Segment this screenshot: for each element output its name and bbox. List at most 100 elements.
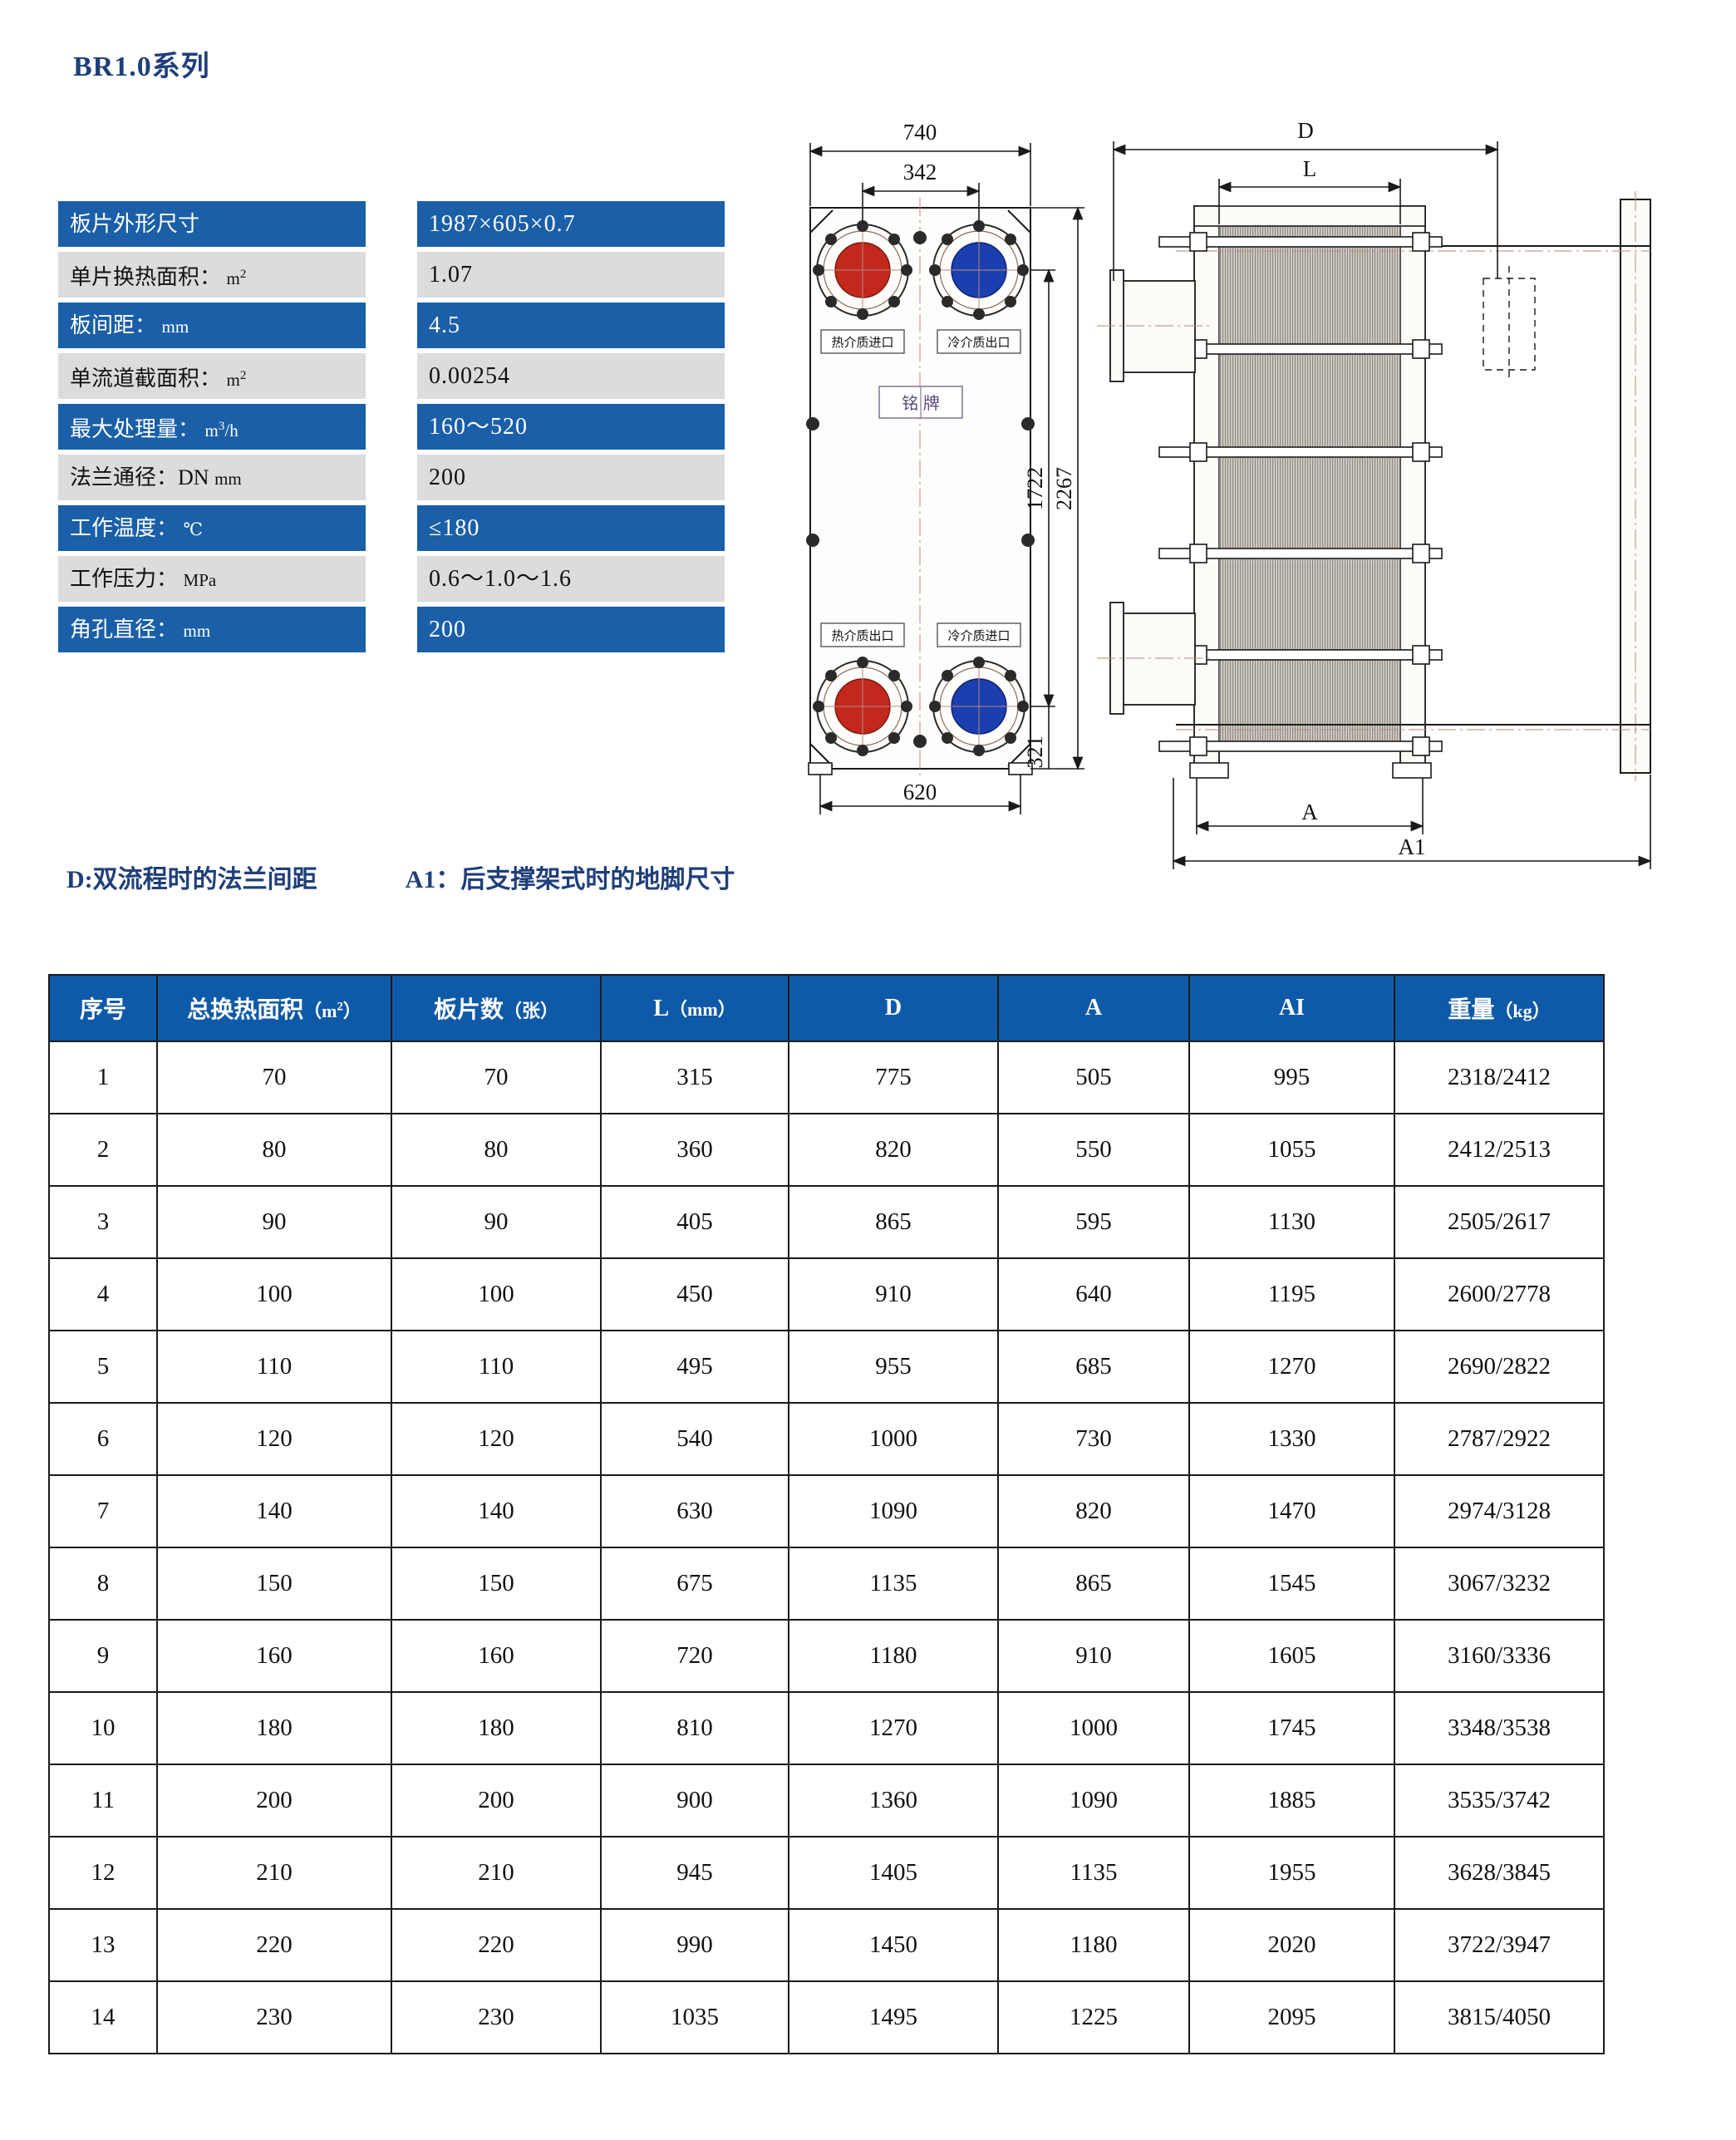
table-cell-r8-c4: 1135 (788, 1547, 999, 1621)
spec-value-2: 4.5 (417, 303, 725, 348)
dim-740 (809, 143, 1032, 206)
table-cell-r6-c3: 540 (600, 1402, 789, 1476)
table-cell-r12-c5: 1135 (997, 1836, 1190, 1910)
table-cell-r10-c3: 810 (600, 1691, 789, 1765)
table-cell-r13-c2: 220 (391, 1908, 602, 1982)
table-cell-r3-c4: 865 (788, 1185, 999, 1259)
table-cell-r11-c0: 11 (48, 1764, 158, 1837)
table-cell-r8-c7: 3067/3232 (1394, 1547, 1605, 1621)
cold-medium-outlet-port (929, 220, 1029, 320)
table-cell-r10-c6: 1745 (1188, 1691, 1395, 1765)
table-cell-r1-c5: 505 (997, 1040, 1190, 1114)
table-cell-r6-c0: 6 (48, 1402, 158, 1476)
table-header-7: 重量（kg） (1394, 974, 1605, 1042)
table-cell-r8-c1: 150 (156, 1547, 392, 1621)
table-row: 14 230 230 1035 1495 1225 2095 3815/4050 (48, 1980, 1605, 2054)
table-cell-r3-c5: 595 (997, 1185, 1190, 1259)
dim-A-text: A (1301, 799, 1318, 824)
table-row: 4 100 100 450 910 640 1195 2600/2778 (48, 1257, 1605, 1331)
tie-rod-bolts (806, 417, 1035, 547)
table-cell-r6-c5: 730 (997, 1402, 1190, 1476)
table-cell-r5-c7: 2690/2822 (1394, 1330, 1605, 1404)
table-cell-r7-c6: 1470 (1188, 1474, 1395, 1548)
table-cell-r12-c3: 945 (600, 1836, 789, 1910)
hidden-flange-detail (1483, 266, 1536, 382)
table-cell-r12-c0: 12 (48, 1836, 158, 1910)
table-cell-r8-c2: 150 (391, 1547, 602, 1621)
dim-321-text: 321 (1023, 736, 1047, 769)
label-cold-inlet: 冷介质进口 (947, 629, 1010, 643)
spec-value-3: 0.00254 (417, 353, 725, 399)
table-cell-r8-c5: 865 (997, 1547, 1190, 1621)
table-row: 9 160 160 720 1180 910 1605 3160/3336 (48, 1619, 1605, 1693)
table-cell-r7-c5: 820 (997, 1474, 1190, 1548)
table-row: 11 200 200 900 1360 1090 1885 3535/3742 (48, 1764, 1605, 1837)
table-cell-r9-c5: 910 (997, 1619, 1190, 1693)
table-cell-r1-c6: 995 (1188, 1040, 1395, 1114)
table-cell-r2-c6: 1055 (1188, 1113, 1395, 1187)
table-cell-r6-c6: 1330 (1188, 1402, 1395, 1476)
table-cell-r14-c6: 2095 (1188, 1980, 1395, 2054)
spec-label-column: 板片外形尺寸 单片换热面积： m2 板间距： mm 单流道截面积： m2 最大处理量： … (58, 201, 366, 652)
specification-block: 板片外形尺寸 单片换热面积： m2 板间距： mm 单流道截面积： m2 最大处理量： … (58, 201, 731, 652)
table-cell-r9-c2: 160 (391, 1619, 602, 1693)
table-cell-r7-c0: 7 (48, 1474, 158, 1548)
hot-medium-outlet-port (813, 657, 912, 756)
table-cell-r12-c6: 1955 (1188, 1836, 1395, 1910)
spec-value-5: 200 (417, 455, 725, 500)
table-cell-r11-c4: 1360 (788, 1764, 999, 1837)
side-view-tie-rods (1158, 232, 1443, 756)
label-cold-outlet: 冷介质出口 (947, 336, 1010, 350)
table-cell-r1-c3: 315 (600, 1040, 789, 1114)
front-view-top-ports (813, 220, 1029, 320)
table-cell-r12-c1: 210 (156, 1836, 392, 1910)
table-row: 8 150 150 675 1135 865 1545 3067/3232 (48, 1547, 1605, 1621)
dim-620 (819, 775, 1022, 814)
table-row: 7 140 140 630 1090 820 1470 2974/3128 (48, 1474, 1605, 1548)
table-cell-r9-c1: 160 (156, 1619, 392, 1693)
table-cell-r2-c2: 80 (391, 1113, 602, 1187)
label-hot-outlet: 热介质出口 (831, 629, 893, 643)
table-row: 5 110 110 495 955 685 1270 2690/2822 (48, 1330, 1605, 1404)
spec-value-4: 160～520 (417, 404, 725, 450)
caption-A1: A1：后支撑架式时的地脚尺寸 (405, 866, 735, 893)
spec-label-1: 单片换热面积： m2 (58, 252, 366, 298)
table-cell-r3-c1: 90 (156, 1185, 392, 1259)
table-header-3: L（mm） (600, 974, 789, 1042)
spec-label-0: 板片外形尺寸 (58, 201, 366, 247)
front-view-port-labels: 热介质进口 冷介质出口 热介质出口 冷介质进口 (820, 329, 1021, 647)
table-row: 10 180 180 810 1270 1000 1745 3348/3538 (48, 1691, 1605, 1765)
dim-620-text: 620 (903, 780, 937, 804)
label-hot-inlet: 热介质进口 (831, 336, 893, 350)
table-cell-r9-c0: 9 (48, 1619, 158, 1693)
table-cell-r8-c0: 8 (48, 1547, 158, 1621)
dim-D-text: D (1297, 118, 1314, 143)
table-cell-r4-c0: 4 (48, 1257, 158, 1331)
table-cell-r7-c4: 1090 (788, 1474, 999, 1548)
table-cell-r11-c6: 1885 (1188, 1764, 1395, 1837)
table-cell-r3-c7: 2505/2617 (1394, 1185, 1605, 1259)
spec-value-0: 1987×605×0.7 (417, 201, 725, 247)
cold-medium-inlet-port (929, 657, 1029, 756)
table-row: 12 210 210 945 1405 1135 1955 3628/3845 (48, 1836, 1605, 1910)
table-cell-r2-c3: 360 (600, 1113, 789, 1187)
nameplate-text: 铭 牌 (902, 394, 940, 413)
bolt-icon (913, 231, 927, 244)
table-cell-r4-c6: 1195 (1188, 1257, 1395, 1331)
table-cell-r1-c7: 2318/2412 (1394, 1040, 1605, 1114)
table-cell-r3-c0: 3 (48, 1185, 158, 1259)
hot-medium-inlet-port (813, 220, 912, 320)
table-header-6: AI (1188, 974, 1395, 1042)
table-cell-r7-c3: 630 (600, 1474, 789, 1548)
table-cell-r13-c6: 2020 (1188, 1908, 1395, 1982)
table-cell-r3-c3: 405 (600, 1185, 789, 1259)
spec-label-5: 法兰通径：DN mm (58, 455, 366, 500)
table-cell-r1-c0: 1 (48, 1040, 158, 1114)
table-cell-r6-c1: 120 (156, 1402, 392, 1476)
spec-label-3: 单流道截面积： m2 (58, 353, 366, 399)
dim-L-text: L (1303, 156, 1317, 181)
table-cell-r11-c3: 900 (600, 1764, 789, 1837)
table-row: 2 80 80 360 820 550 1055 2412/2513 (48, 1113, 1605, 1187)
dim-342 (861, 183, 981, 224)
table-cell-r4-c3: 450 (600, 1257, 789, 1331)
